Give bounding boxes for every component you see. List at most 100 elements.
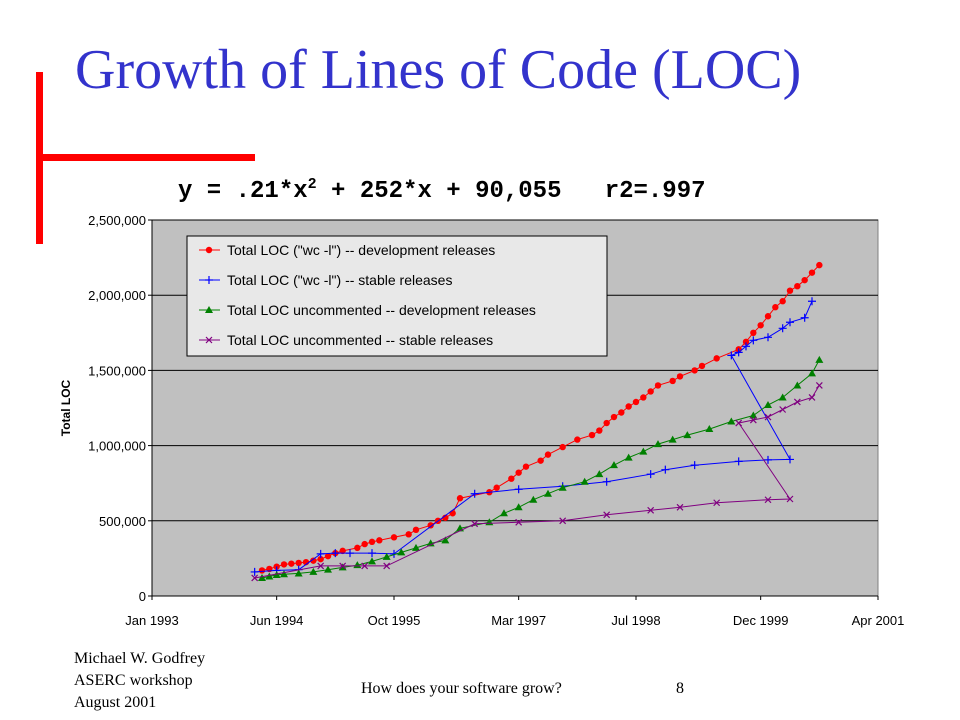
data-point	[646, 470, 655, 479]
data-point	[280, 561, 288, 568]
data-point	[647, 388, 654, 395]
data-point	[588, 431, 596, 439]
data-point	[778, 324, 787, 333]
data-point	[368, 549, 376, 558]
data-point	[427, 522, 434, 529]
data-point	[727, 351, 736, 360]
data-point	[639, 447, 648, 455]
data-point	[618, 409, 625, 416]
data-point	[749, 416, 757, 424]
data-point	[816, 261, 823, 269]
data-point	[786, 287, 794, 294]
x-tick-label: Jan 1993	[125, 613, 179, 628]
x-tick-label: Mar 1997	[491, 613, 546, 628]
data-point	[595, 470, 604, 478]
data-point	[705, 425, 714, 433]
data-point	[786, 455, 794, 464]
data-point	[250, 567, 259, 576]
equation-rest: + 252*x + 90,055 r2=.997	[316, 178, 706, 205]
data-point	[779, 298, 786, 305]
data-point	[537, 457, 544, 464]
x-tick-label: Jul 1998	[611, 613, 660, 628]
series-4	[251, 382, 823, 582]
legend-label: Total LOC ("wc -l") -- development relea…	[227, 242, 495, 258]
data-point	[316, 549, 325, 558]
data-point	[742, 338, 750, 346]
y-tick-label: 1,500,000	[88, 363, 146, 378]
data-point	[493, 484, 500, 491]
data-point	[683, 431, 692, 439]
data-point	[412, 543, 420, 551]
legend-label: Total LOC uncommented -- development rel…	[227, 302, 536, 318]
data-point	[368, 557, 376, 565]
data-point	[354, 544, 361, 552]
data-point	[596, 427, 603, 434]
data-point	[750, 329, 757, 336]
equation-exponent: 2	[307, 176, 317, 193]
data-point	[397, 548, 406, 556]
author-name: Michael W. Godfrey	[74, 650, 206, 667]
data-point	[713, 355, 720, 362]
data-point	[390, 534, 398, 541]
y-tick-label: 500,000	[99, 514, 146, 529]
data-point	[808, 394, 816, 401]
y-tick-label: 1,000,000	[88, 439, 146, 454]
data-point	[500, 509, 508, 517]
legend-label: Total LOC uncommented -- stable releases	[227, 332, 493, 348]
data-point	[515, 518, 523, 526]
data-point	[786, 495, 794, 503]
data-point	[602, 477, 611, 486]
data-point	[309, 567, 318, 575]
data-point	[793, 381, 802, 389]
legend-box	[186, 235, 608, 357]
data-point	[764, 400, 772, 408]
data-point	[405, 531, 412, 538]
y-axis-title: Total LOC	[59, 379, 73, 436]
data-point	[640, 394, 647, 401]
data-point	[647, 506, 655, 514]
legend-label: Total LOC ("wc -l") -- stable releases	[227, 272, 452, 288]
legend-marker	[205, 246, 213, 254]
data-point	[808, 297, 816, 306]
data-point	[749, 336, 758, 345]
data-point	[324, 565, 332, 573]
data-point	[295, 559, 302, 567]
data-point	[764, 333, 772, 342]
event-date: August 2001	[74, 694, 157, 711]
y-tick-label: 2,000,000	[88, 288, 146, 303]
data-point	[529, 495, 538, 503]
event-name: ASERC workshop	[74, 672, 193, 689]
slide-title: Growth of Lines of Code (LOC)	[75, 39, 802, 101]
data-point	[734, 348, 743, 357]
data-point	[654, 382, 662, 389]
data-point	[735, 419, 743, 427]
accent-bar-horizontal	[36, 154, 255, 161]
data-point	[610, 461, 618, 469]
data-point	[772, 304, 779, 311]
series-1	[258, 261, 823, 574]
data-point	[815, 355, 824, 363]
data-point	[610, 413, 618, 421]
y-tick-label: 2,500,000	[88, 213, 146, 228]
series-line	[261, 359, 820, 579]
data-point	[324, 552, 332, 560]
legend-marker	[205, 336, 213, 344]
data-point	[801, 276, 808, 284]
data-point	[800, 313, 809, 322]
data-point	[368, 538, 376, 546]
data-point	[654, 440, 662, 448]
data-point	[734, 457, 743, 466]
data-point	[317, 562, 325, 570]
data-point	[794, 282, 801, 290]
legend: Total LOC ("wc -l") -- development relea…	[186, 235, 608, 357]
data-point	[514, 503, 523, 511]
data-point	[426, 539, 435, 547]
data-point	[310, 557, 317, 564]
data-point	[793, 398, 801, 406]
data-point	[361, 562, 369, 570]
data-point	[764, 496, 772, 504]
data-point	[412, 526, 420, 534]
data-point	[603, 511, 611, 519]
data-point	[558, 483, 567, 491]
x-tick-label: Dec 1999	[733, 613, 789, 628]
